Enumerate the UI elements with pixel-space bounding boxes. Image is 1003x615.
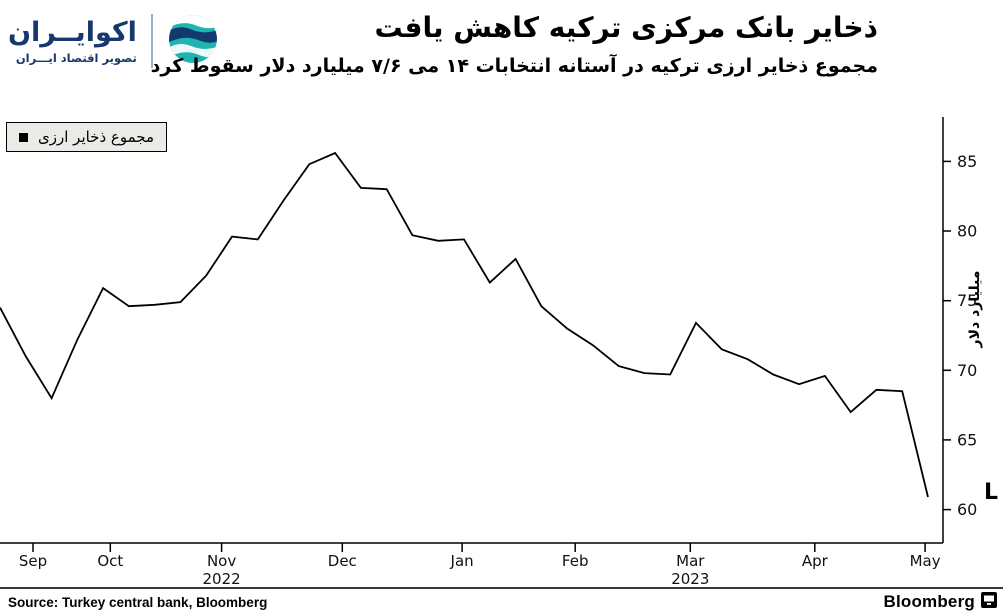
source-text: Source: Turkey central bank, Bloomberg xyxy=(8,594,268,610)
svg-text:Mar: Mar xyxy=(676,552,705,570)
footer-divider xyxy=(0,587,1003,589)
svg-text:Jan: Jan xyxy=(450,552,474,570)
bloomberg-logo: Bloomberg xyxy=(883,592,997,612)
page-title: ذخایر بانک مرکزی ترکیه کاهش یافت xyxy=(374,11,878,44)
chart-legend: مجموع ذخایر ارزی xyxy=(6,122,167,152)
fx-reserves-line-chart: 60 65 70 75 80 85 Sep Oct Nov Dec Jan Feb Mar Apr May 2… xyxy=(0,117,983,585)
footer: Source: Turkey central bank, Bloomberg B… xyxy=(8,592,997,612)
logo-separator xyxy=(150,14,153,68)
svg-text:میلیارد دلار: میلیارد دلار xyxy=(967,271,983,349)
svg-text:Sep: Sep xyxy=(19,552,47,570)
chart-header: ذخایر بانک مرکزی ترکیه کاهش یافت مجموع ذ… xyxy=(118,10,878,79)
side-mark: L xyxy=(984,480,999,505)
ecoiran-logo-tagline: تصویر اقتصاد ایـــران xyxy=(15,50,137,65)
svg-text:2022: 2022 xyxy=(203,570,241,585)
svg-text:70: 70 xyxy=(957,361,977,380)
ecoiran-logo: اکوایــران تصویر اقتصاد ایـــران xyxy=(8,8,219,74)
svg-text:Dec: Dec xyxy=(328,552,357,570)
svg-text:80: 80 xyxy=(957,222,977,241)
svg-text:May: May xyxy=(910,552,941,570)
bloomberg-wordmark: Bloomberg xyxy=(883,592,975,611)
bloomberg-terminal-icon xyxy=(981,592,997,612)
ecoiran-logo-title: اکوایــران xyxy=(8,17,137,49)
legend-swatch-icon xyxy=(19,132,28,142)
ecoiran-wave-icon xyxy=(167,13,219,69)
svg-text:60: 60 xyxy=(957,500,977,519)
page-subtitle: مجموع ذخایر ارزی ترکیه در آستانه انتخابا… xyxy=(150,55,878,78)
svg-text:2023: 2023 xyxy=(671,570,709,585)
svg-text:Feb: Feb xyxy=(562,552,589,570)
svg-text:65: 65 xyxy=(957,430,977,449)
svg-text:75: 75 xyxy=(957,291,977,310)
ecoiran-logo-text: اکوایــران تصویر اقتصاد ایـــران xyxy=(8,17,137,64)
legend-label: مجموع ذخایر ارزی xyxy=(38,128,154,146)
svg-text:Apr: Apr xyxy=(802,552,829,570)
svg-text:Nov: Nov xyxy=(207,552,236,570)
svg-text:Oct: Oct xyxy=(97,552,123,570)
svg-text:85: 85 xyxy=(957,152,977,171)
